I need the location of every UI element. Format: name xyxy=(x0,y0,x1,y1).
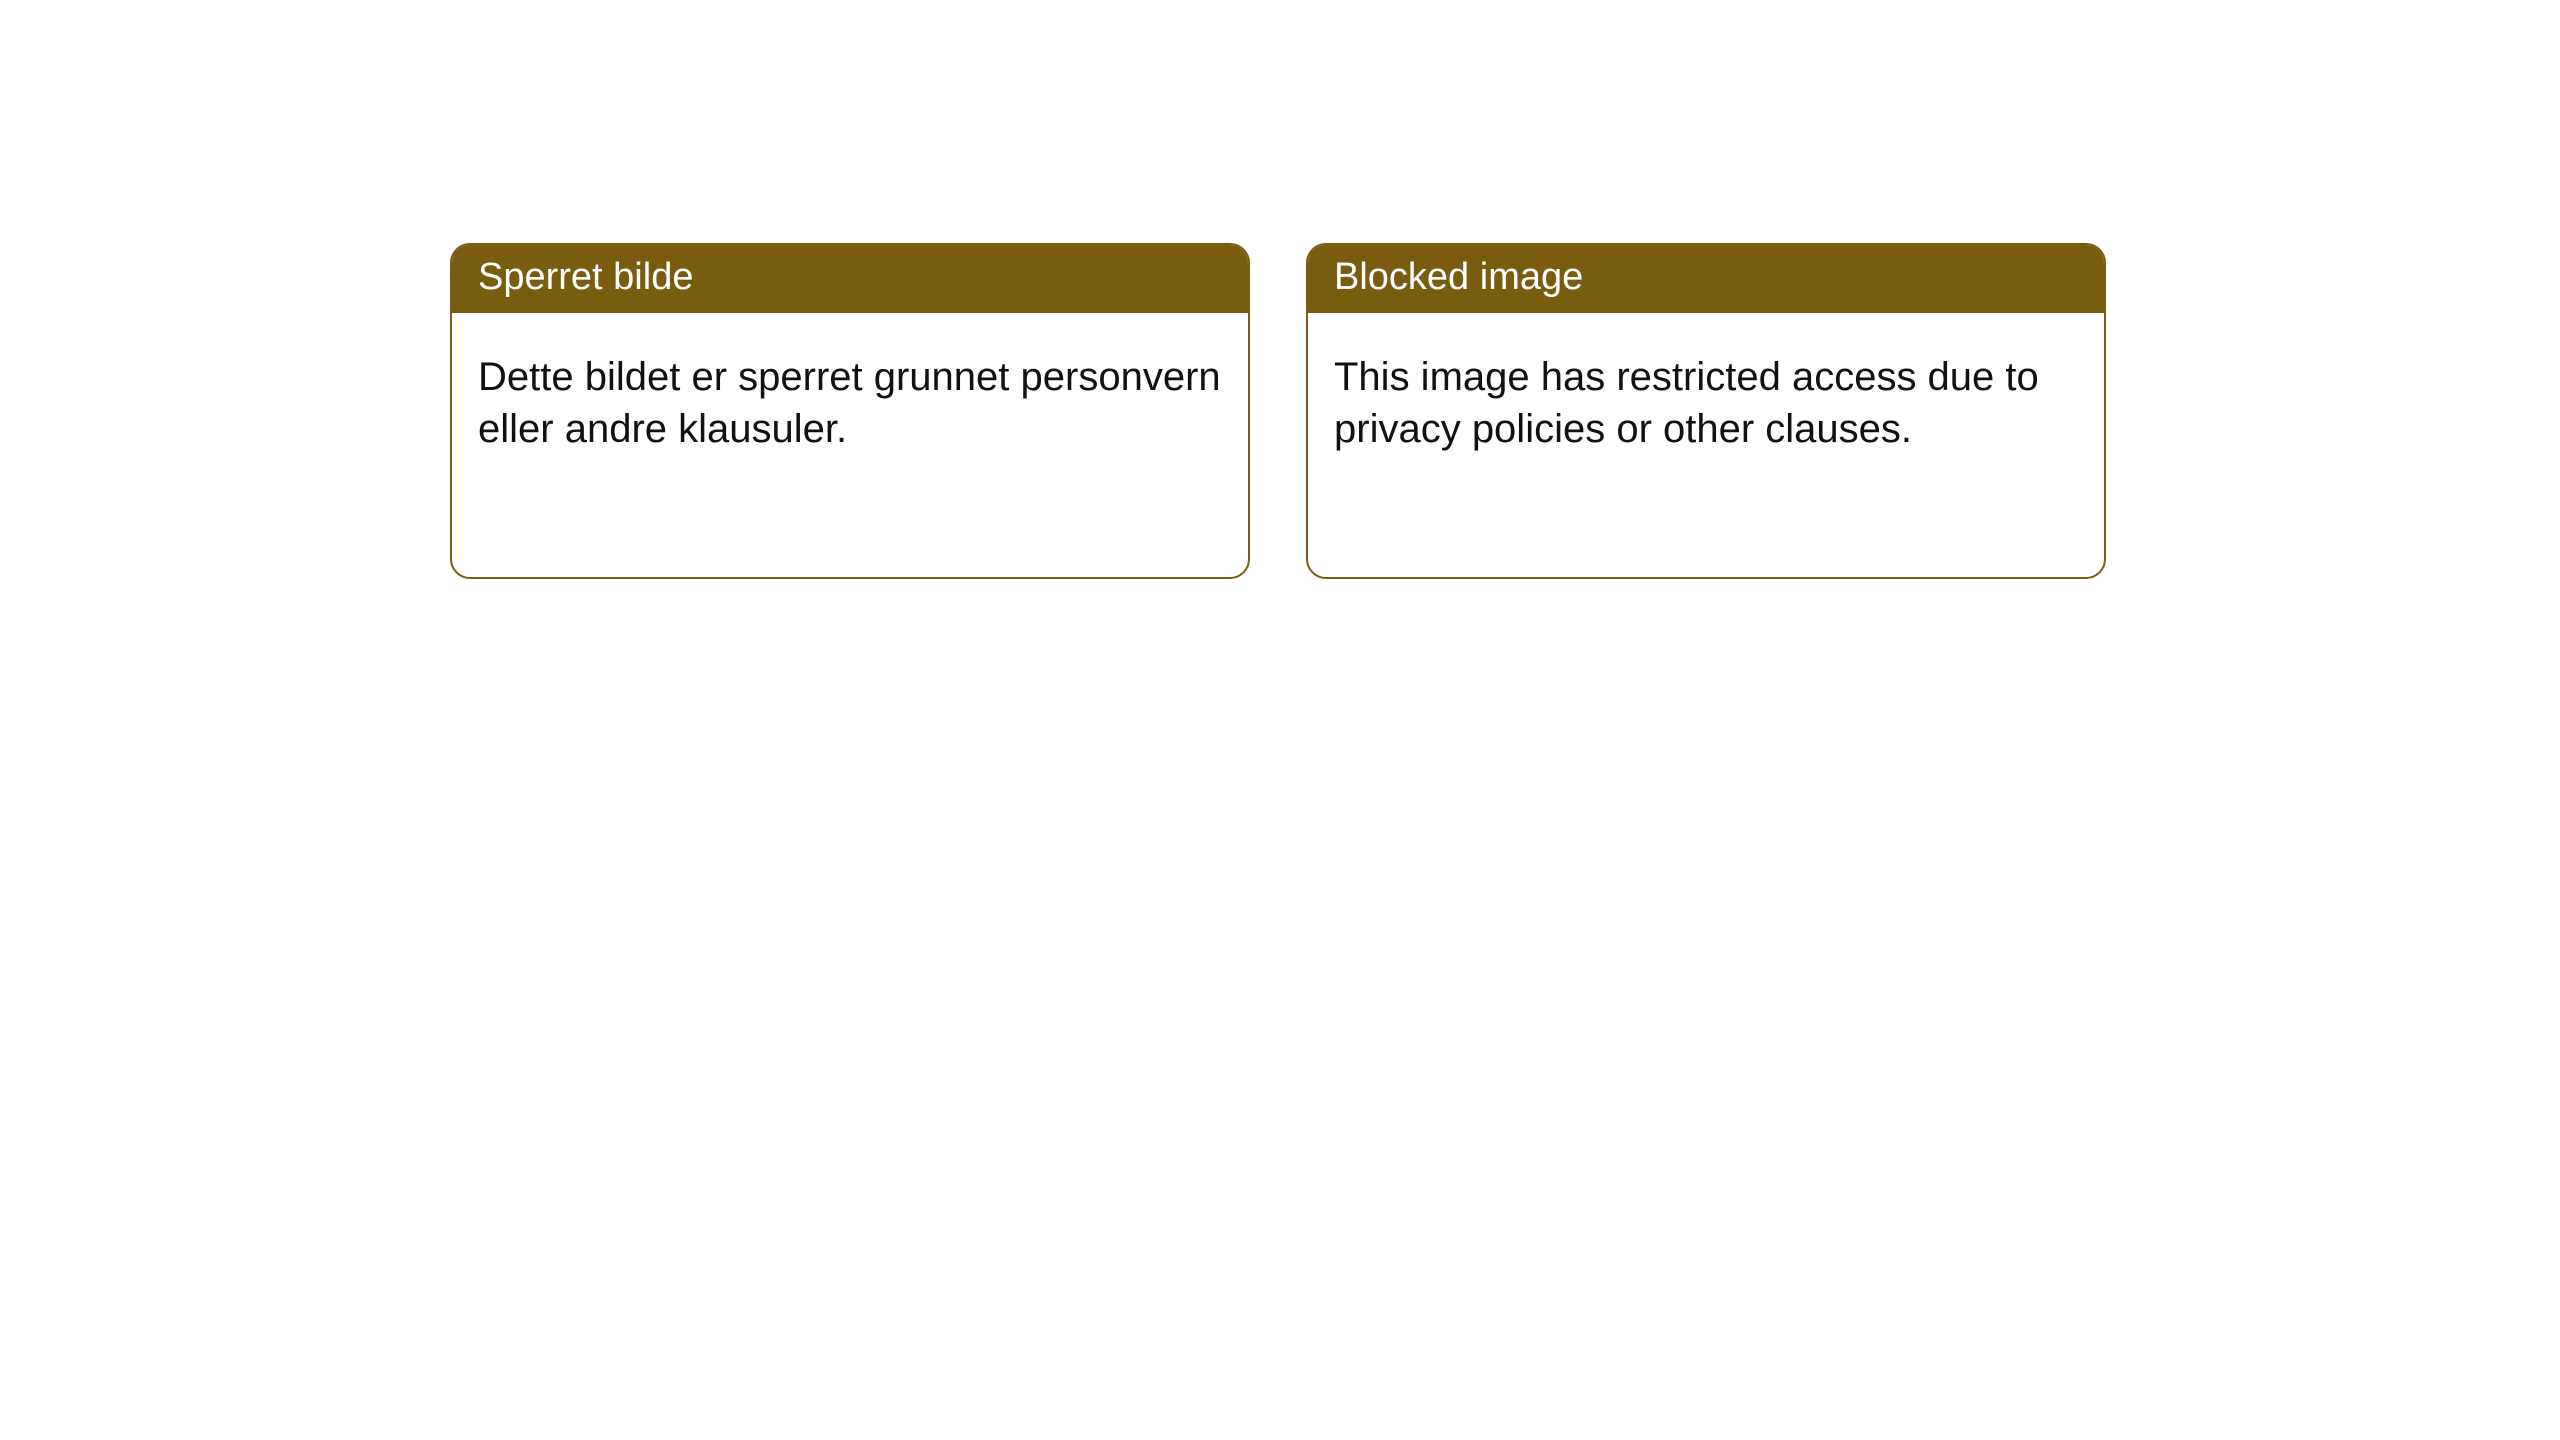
notice-header-norwegian: Sperret bilde xyxy=(452,245,1248,313)
notice-body-english: This image has restricted access due to … xyxy=(1308,313,2104,483)
notice-card-norwegian: Sperret bilde Dette bildet er sperret gr… xyxy=(450,243,1250,579)
notice-body-norwegian: Dette bildet er sperret grunnet personve… xyxy=(452,313,1248,483)
notice-header-english: Blocked image xyxy=(1308,245,2104,313)
notice-card-english: Blocked image This image has restricted … xyxy=(1306,243,2106,579)
notice-container: Sperret bilde Dette bildet er sperret gr… xyxy=(450,243,2106,579)
